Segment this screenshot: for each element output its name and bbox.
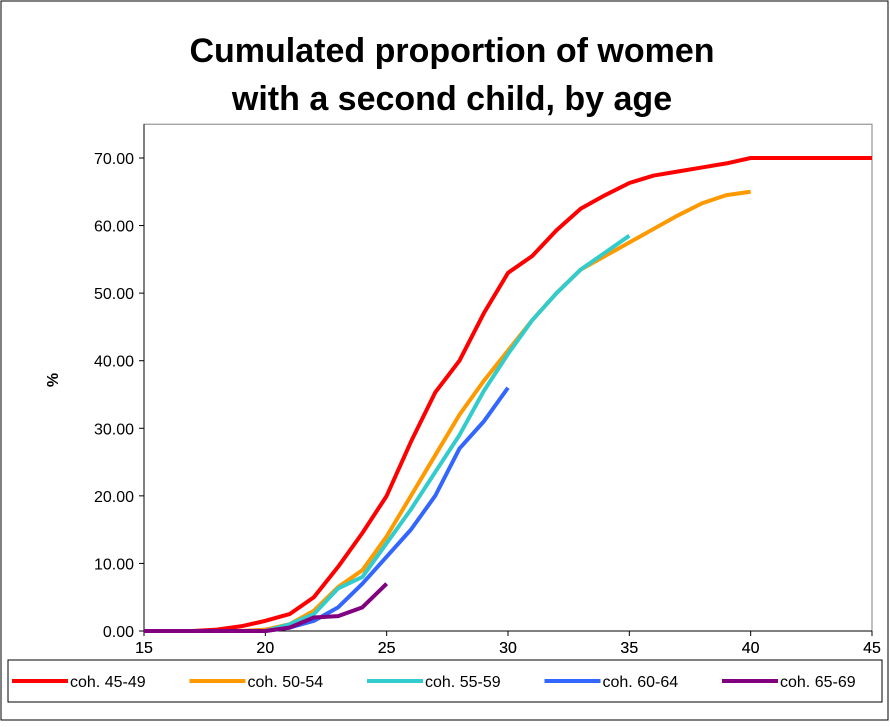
- x-tick-label: 20: [256, 640, 274, 657]
- y-tick-label: 60.00: [94, 219, 134, 236]
- series-line: [144, 582, 389, 633]
- x-tick-label: 40: [742, 640, 760, 657]
- legend-label: coh. 55-59: [425, 674, 501, 691]
- y-axis-label: %: [45, 373, 62, 387]
- chart-title: with a second child, by age: [231, 80, 672, 118]
- x-tick-label: 15: [135, 640, 153, 657]
- legend-label: coh. 50-54: [248, 674, 324, 691]
- x-tick-label: 30: [499, 640, 517, 657]
- x-tick-label: 35: [620, 640, 638, 657]
- x-tick-label: 15: [135, 640, 153, 657]
- x-tick-label: 45: [863, 640, 881, 657]
- x-tick-label: 45: [863, 640, 881, 657]
- y-tick-label: 0.00: [103, 624, 134, 641]
- chart-title: Cumulated proportion of women: [189, 32, 714, 70]
- legend-label: coh. 65-69: [780, 674, 856, 691]
- x-tick-label: 40: [742, 640, 760, 657]
- legend-label: coh. 45-49: [70, 674, 146, 691]
- y-tick-label: 10.00: [94, 556, 134, 573]
- y-tick-label: 70.00: [94, 151, 134, 168]
- y-tick-label: 50.00: [94, 286, 134, 303]
- series-line: [144, 155, 872, 633]
- x-tick-label: 20: [256, 640, 274, 657]
- legend-label: coh. 60-64: [603, 674, 679, 691]
- x-tick-label: 35: [620, 640, 638, 657]
- y-tick-label: 30.00: [94, 421, 134, 438]
- x-tick-label: 30: [499, 640, 517, 657]
- y-tick-label: 20.00: [94, 489, 134, 506]
- x-tick-label: 25: [378, 640, 396, 657]
- x-tick-label: 25: [378, 640, 396, 657]
- y-tick-label: 40.00: [94, 354, 134, 371]
